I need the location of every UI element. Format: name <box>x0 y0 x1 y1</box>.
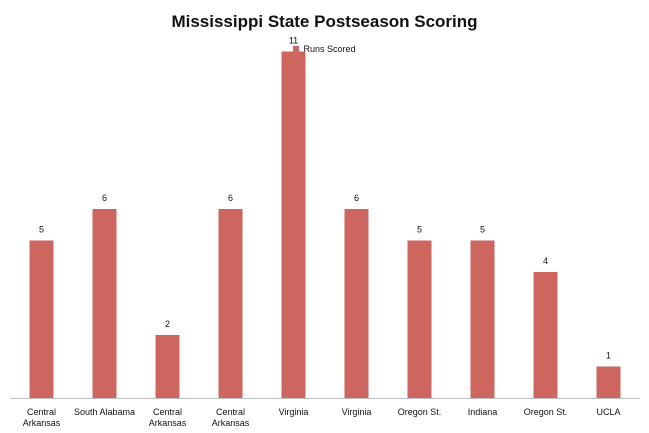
data-label-1: 5 <box>39 225 44 235</box>
data-label-4: 6 <box>228 193 233 203</box>
x-tick-label-6: Virginia <box>342 407 372 417</box>
data-label-3: 2 <box>165 319 170 329</box>
x-tick-label-7: Oregon St. <box>398 407 442 417</box>
bar-4 <box>218 209 243 398</box>
legend-label: Runs Scored <box>303 44 356 54</box>
bar-8 <box>470 240 495 398</box>
bar-6 <box>344 209 369 398</box>
data-label-2: 6 <box>102 193 107 203</box>
bar-10 <box>596 366 621 398</box>
x-tick-label-3-line-1: Central <box>153 407 182 417</box>
bar-5 <box>281 51 306 398</box>
bars-group <box>29 51 621 398</box>
bar-1 <box>29 240 54 398</box>
x-tick-label-3-line-2: Arkansas <box>149 418 187 428</box>
x-tick-label-9: Oregon St. <box>524 407 568 417</box>
chart-title: Mississippi State Postseason Scoring <box>171 12 478 31</box>
data-label-8: 5 <box>480 225 485 235</box>
data-label-6: 6 <box>354 193 359 203</box>
data-label-7: 5 <box>417 225 422 235</box>
x-tick-label-1-line-1: Central <box>27 407 56 417</box>
x-tick-label-8: Indiana <box>468 407 498 417</box>
bar-2 <box>92 209 117 398</box>
bar-3 <box>155 335 180 398</box>
data-labels-group: 5 6 2 6 11 6 5 5 4 1 <box>39 36 611 361</box>
data-label-10: 1 <box>606 351 611 361</box>
x-tick-label-5: Virginia <box>279 407 309 417</box>
data-label-5: 11 <box>289 36 298 46</box>
legend: Runs Scored <box>0 44 649 54</box>
legend-swatch <box>293 46 300 52</box>
x-tick-label-2: South Alabama <box>74 407 135 417</box>
bar-9 <box>533 272 558 398</box>
bar-7 <box>407 240 432 398</box>
x-tick-label-1-line-2: Arkansas <box>23 418 61 428</box>
x-tick-label-4-line-2: Arkansas <box>212 418 250 428</box>
x-tick-label-10: UCLA <box>596 407 620 417</box>
data-label-9: 4 <box>543 256 548 266</box>
x-tick-label-4-line-1: Central <box>216 407 245 417</box>
